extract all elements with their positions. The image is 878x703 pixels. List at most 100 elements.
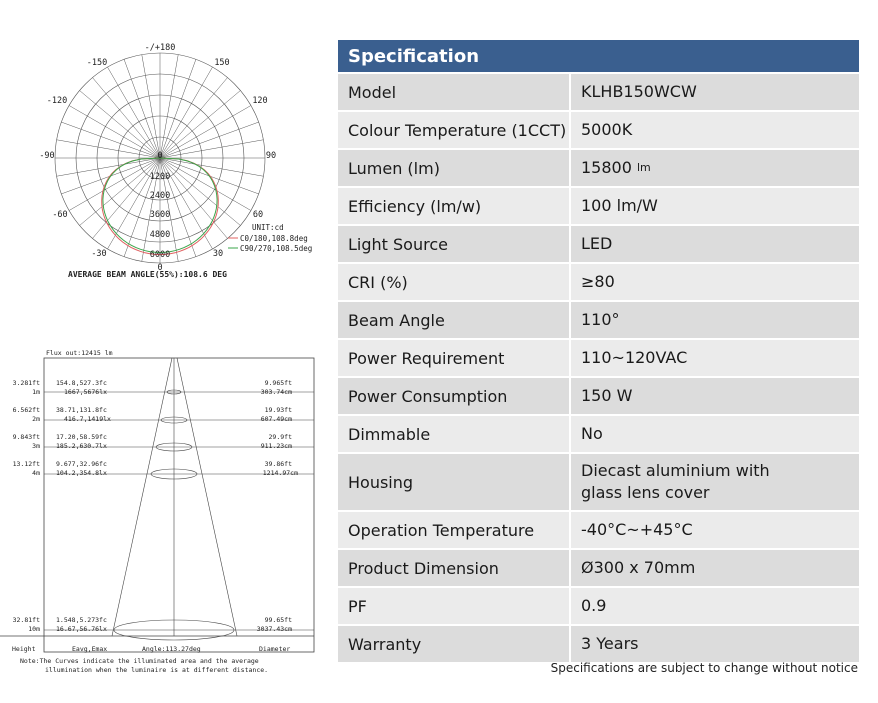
spec-value: LED	[569, 226, 859, 262]
row-diameter-cm: 303.74cm	[261, 388, 292, 396]
spec-row-power-consumption: Power Consumption 150 W	[338, 376, 859, 414]
spec-row-product-dimension: Product Dimension Ø300 x 70mm	[338, 548, 859, 586]
angle-label-30: 30	[213, 249, 223, 259]
spec-value: 110°	[569, 302, 859, 338]
polar-spoke	[159, 139, 264, 159]
spec-key: Product Dimension	[348, 558, 499, 578]
row-diameter-ft: 29.9ft	[269, 433, 293, 441]
row-height-m: 3m	[32, 442, 40, 450]
polar-spoke	[123, 59, 161, 159]
spec-row-colour-temperature: Colour Temperature (1CCT) 5000K	[338, 110, 859, 148]
row-eavg-lx: 104.2,354.8lx	[56, 469, 107, 477]
radial-label-3600: 3600	[150, 210, 170, 220]
row-eavg-lx: 16.67,56.76lx	[56, 625, 107, 633]
polar-intensity-diagram: -/+180 -150 150 -120 120 -90 90 -60 60 -…	[39, 43, 312, 279]
spec-key: PF	[348, 596, 367, 616]
spec-row-housing: Housing Diecast aluminium with glass len…	[338, 452, 859, 510]
polar-center-label: 0	[157, 151, 162, 161]
polar-spoke	[68, 105, 161, 159]
footer-eavg: Eavg,Emax	[72, 645, 107, 653]
spec-row-warranty: Warranty 3 Years	[338, 624, 859, 662]
angle-label-minus90: -90	[39, 151, 54, 161]
note-line-1: Note:The Curves indicate the illuminated…	[20, 657, 259, 665]
footer-diameter: Diameter	[259, 645, 290, 653]
spec-value: KLHB150WCW	[569, 74, 859, 110]
polar-spoke	[159, 77, 228, 159]
spec-row-lumen: Lumen (lm) 15800 lm	[338, 148, 859, 186]
spec-key: Light Source	[348, 234, 448, 254]
spec-row-dimmable: Dimmable No	[338, 414, 859, 452]
spec-value: No	[569, 416, 859, 452]
footer-height: Height	[12, 645, 36, 653]
row-eavg-fc: 38.71,131.8fc	[56, 406, 107, 414]
spec-key: Warranty	[348, 634, 422, 654]
spec-row-pf: PF 0.9	[338, 586, 859, 624]
spec-key: Power Requirement	[348, 348, 505, 368]
polar-spoke	[159, 54, 179, 159]
spec-row-operation-temperature: Operation Temperature -40°C~+45°C	[338, 510, 859, 548]
row-diameter-cm: 3037.43cm	[257, 625, 292, 633]
polar-spoke	[159, 157, 179, 262]
polar-spoke	[159, 105, 252, 159]
legend-c0: C0/180,108.8deg	[240, 234, 308, 243]
polar-spoke	[92, 77, 161, 159]
spec-value: 100 lm/W	[569, 188, 859, 224]
polar-spoke	[79, 90, 161, 159]
polar-spoke	[92, 157, 161, 239]
spec-value: 110~120VAC	[569, 340, 859, 376]
spec-key: Lumen (lm)	[348, 158, 440, 178]
spec-key: Dimmable	[348, 424, 431, 444]
angle-label-minus120: -120	[47, 96, 67, 106]
row-height-ft: 9.843ft	[13, 433, 40, 441]
row-diameter-cm: 607.49cm	[261, 415, 292, 423]
polar-spoke	[159, 157, 228, 239]
polar-spoke	[56, 139, 161, 159]
polar-grid	[54, 52, 266, 264]
row-height-ft: 32.81ft	[13, 616, 40, 624]
polar-spoke	[159, 66, 213, 159]
angle-label-90: 90	[266, 151, 276, 161]
angle-label-180: -/+180	[145, 43, 176, 53]
lumen-unit: lm	[637, 161, 651, 174]
angle-label-0: 0	[157, 263, 162, 273]
radial-label-6000: 6000	[150, 250, 170, 260]
flux-label: Flux out:12415 lm	[46, 349, 113, 357]
cone-frame	[43, 357, 315, 653]
disclaimer-note: Specifications are subject to change wit…	[550, 661, 858, 675]
row-height-m: 4m	[32, 469, 40, 477]
specification-table: Specification Model KLHB150WCW Colour Te…	[338, 40, 859, 662]
spec-row-power-requirement: Power Requirement 110~120VAC	[338, 338, 859, 376]
row-height-ft: 13.12ft	[13, 460, 40, 468]
angle-label-minus150: -150	[87, 58, 107, 68]
spec-header: Specification	[338, 40, 859, 72]
polar-spoke	[159, 90, 241, 159]
row-eavg-lx: 416.7,1419lx	[64, 415, 111, 423]
radial-label-2400: 2400	[150, 191, 170, 201]
spec-key: Operation Temperature	[348, 520, 535, 540]
spec-value-cell: 15800 lm	[569, 150, 859, 186]
spec-key: CRI (%)	[348, 272, 408, 292]
angle-label-minus30: -30	[91, 249, 106, 259]
row-height-ft: 6.562ft	[13, 406, 40, 414]
polar-spoke	[141, 157, 161, 262]
angle-label-120: 120	[252, 96, 267, 106]
row-eavg-fc: 154.8,527.3fc	[56, 379, 107, 387]
polar-spoke	[68, 157, 161, 211]
footer-angle: Angle:113.27deg	[142, 645, 201, 653]
row-eavg-lx: 1667,5676lx	[64, 388, 107, 396]
row-diameter-ft: 9.965ft	[265, 379, 292, 387]
row-eavg-fc: 1.548,5.273fc	[56, 616, 107, 624]
radial-label-4800: 4800	[150, 230, 170, 240]
polar-spoke	[56, 157, 161, 177]
spec-value: 150 W	[569, 378, 859, 414]
polar-spoke	[159, 157, 241, 226]
spec-value: Ø300 x 70mm	[569, 550, 859, 586]
row-diameter-ft: 19.93ft	[265, 406, 292, 414]
row-height-ft: 3.281ft	[13, 379, 40, 387]
spec-value: 5000K	[569, 112, 859, 148]
polar-curves	[101, 157, 219, 256]
row-eavg-lx: 185.2,630.7lx	[56, 442, 107, 450]
unit-label: UNIT:cd	[252, 223, 284, 232]
spec-key: Power Consumption	[348, 386, 508, 406]
spec-key: Model	[348, 82, 397, 102]
